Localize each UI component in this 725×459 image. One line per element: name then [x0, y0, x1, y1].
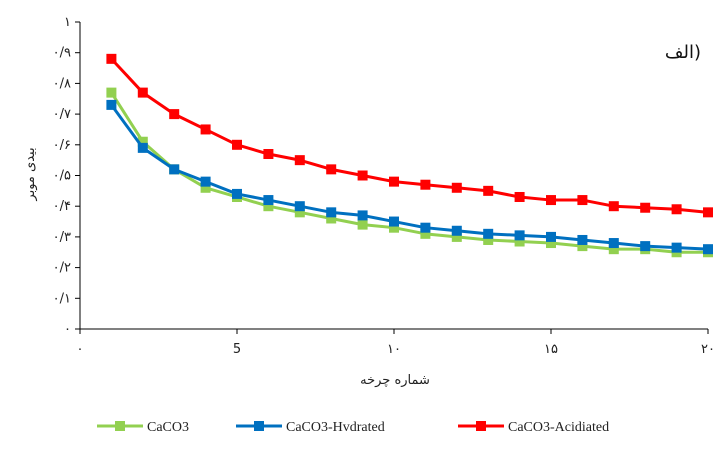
data-point — [640, 202, 651, 213]
tick-labels: ۰۰/۱۰/۲۰/۳۰/۴۰/۵۰/۶۰/۷۰/۸۰/۹۱۰ 5 ۱۰ ۱۵ ۲۰ — [53, 15, 715, 357]
legend-label: CaCO3-Acidiated — [508, 420, 609, 435]
legend-marker — [115, 421, 125, 431]
series-caco3-hvdrated — [106, 99, 713, 255]
data-point — [451, 231, 462, 242]
data-point — [389, 222, 399, 233]
series-line — [110, 104, 709, 251]
y-tick-label: ۰ — [64, 322, 71, 337]
data-point — [326, 164, 337, 175]
data-point — [263, 149, 274, 160]
x-tick-label: ۱۰ — [387, 342, 401, 357]
data-point — [169, 109, 180, 120]
data-point — [608, 244, 619, 255]
series-group — [106, 53, 713, 258]
legend: CaCO3 CaCO3-Hvdrated CaCO3-Acidiated — [97, 420, 609, 435]
data-point — [106, 53, 117, 64]
y-tick-label: ۰/۶ — [53, 138, 71, 153]
data-point — [420, 179, 431, 190]
legend-label: CaCO3 — [147, 420, 189, 435]
y-tick-label: ۱ — [64, 15, 71, 30]
y-tick-label: ۰/۷ — [53, 107, 71, 122]
data-point — [169, 164, 180, 175]
series-caco3-acidiated — [106, 53, 713, 218]
data-point — [420, 222, 431, 233]
data-point — [546, 238, 556, 249]
axes — [75, 21, 709, 334]
y-tick-label: ۰/۸ — [53, 76, 71, 91]
data-point — [514, 230, 525, 241]
data-point — [357, 210, 368, 221]
data-point — [106, 99, 117, 110]
data-point — [640, 241, 651, 252]
y-tick-label: ۰/۴ — [53, 199, 71, 214]
data-point — [577, 234, 588, 245]
y-tick-label: ۰/۳ — [53, 230, 71, 245]
legend-item: CaCO3-Hvdrated — [236, 420, 385, 435]
series-line — [110, 57, 709, 214]
data-point — [294, 207, 305, 218]
data-point — [451, 225, 462, 236]
data-point — [294, 155, 305, 166]
data-point — [671, 204, 682, 215]
data-point — [577, 241, 588, 252]
data-point — [357, 170, 368, 181]
legend-marker — [476, 421, 486, 431]
x-tick-label: ۰ — [77, 342, 84, 357]
data-point — [232, 139, 242, 150]
data-point — [232, 188, 242, 199]
x-tick-label: ۲۰ — [701, 342, 715, 357]
legend-label: CaCO3-Hvdrated — [286, 420, 385, 435]
legend-item: CaCO3 — [97, 420, 189, 435]
x-tick-label: ۱۵ — [544, 342, 558, 357]
data-point — [608, 238, 619, 249]
data-point — [420, 228, 431, 239]
legend-item: CaCO3-Acidiated — [458, 420, 609, 435]
data-point — [389, 176, 399, 187]
data-point — [483, 228, 494, 239]
data-point — [263, 201, 274, 212]
y-tick-label: ۰/۹ — [53, 46, 71, 61]
data-point — [137, 142, 148, 153]
y-axis-title: بیدی موبر — [23, 147, 38, 201]
data-point — [671, 242, 682, 253]
data-point — [703, 207, 713, 218]
data-point — [106, 87, 117, 98]
data-point — [608, 201, 619, 212]
data-point — [137, 87, 148, 98]
data-point — [137, 136, 148, 147]
data-point — [357, 219, 368, 230]
y-tick-label: ۰/۵ — [53, 169, 71, 184]
x-axis-title: شماره چرخه — [360, 373, 430, 388]
data-point — [200, 124, 211, 135]
series-line — [110, 91, 708, 254]
data-point — [263, 195, 274, 206]
data-point — [546, 231, 556, 242]
y-tick-label: ۰/۲ — [53, 261, 71, 276]
data-point — [703, 244, 713, 255]
data-point — [483, 234, 494, 245]
data-point — [326, 213, 337, 224]
data-point — [294, 201, 305, 212]
data-point — [577, 195, 588, 206]
data-point — [200, 182, 211, 193]
x-tick-label: 5 — [233, 342, 241, 357]
y-tick-label: ۰/۱ — [53, 291, 71, 306]
legend-marker — [254, 421, 264, 431]
series-caco3 — [106, 87, 713, 258]
data-point — [514, 191, 525, 202]
data-point — [389, 216, 399, 227]
data-point — [200, 176, 211, 187]
data-point — [326, 207, 337, 218]
data-point — [514, 236, 525, 247]
panel-label: الف) — [665, 42, 701, 63]
data-point — [483, 185, 494, 196]
data-point — [546, 195, 556, 206]
data-point — [451, 182, 462, 193]
